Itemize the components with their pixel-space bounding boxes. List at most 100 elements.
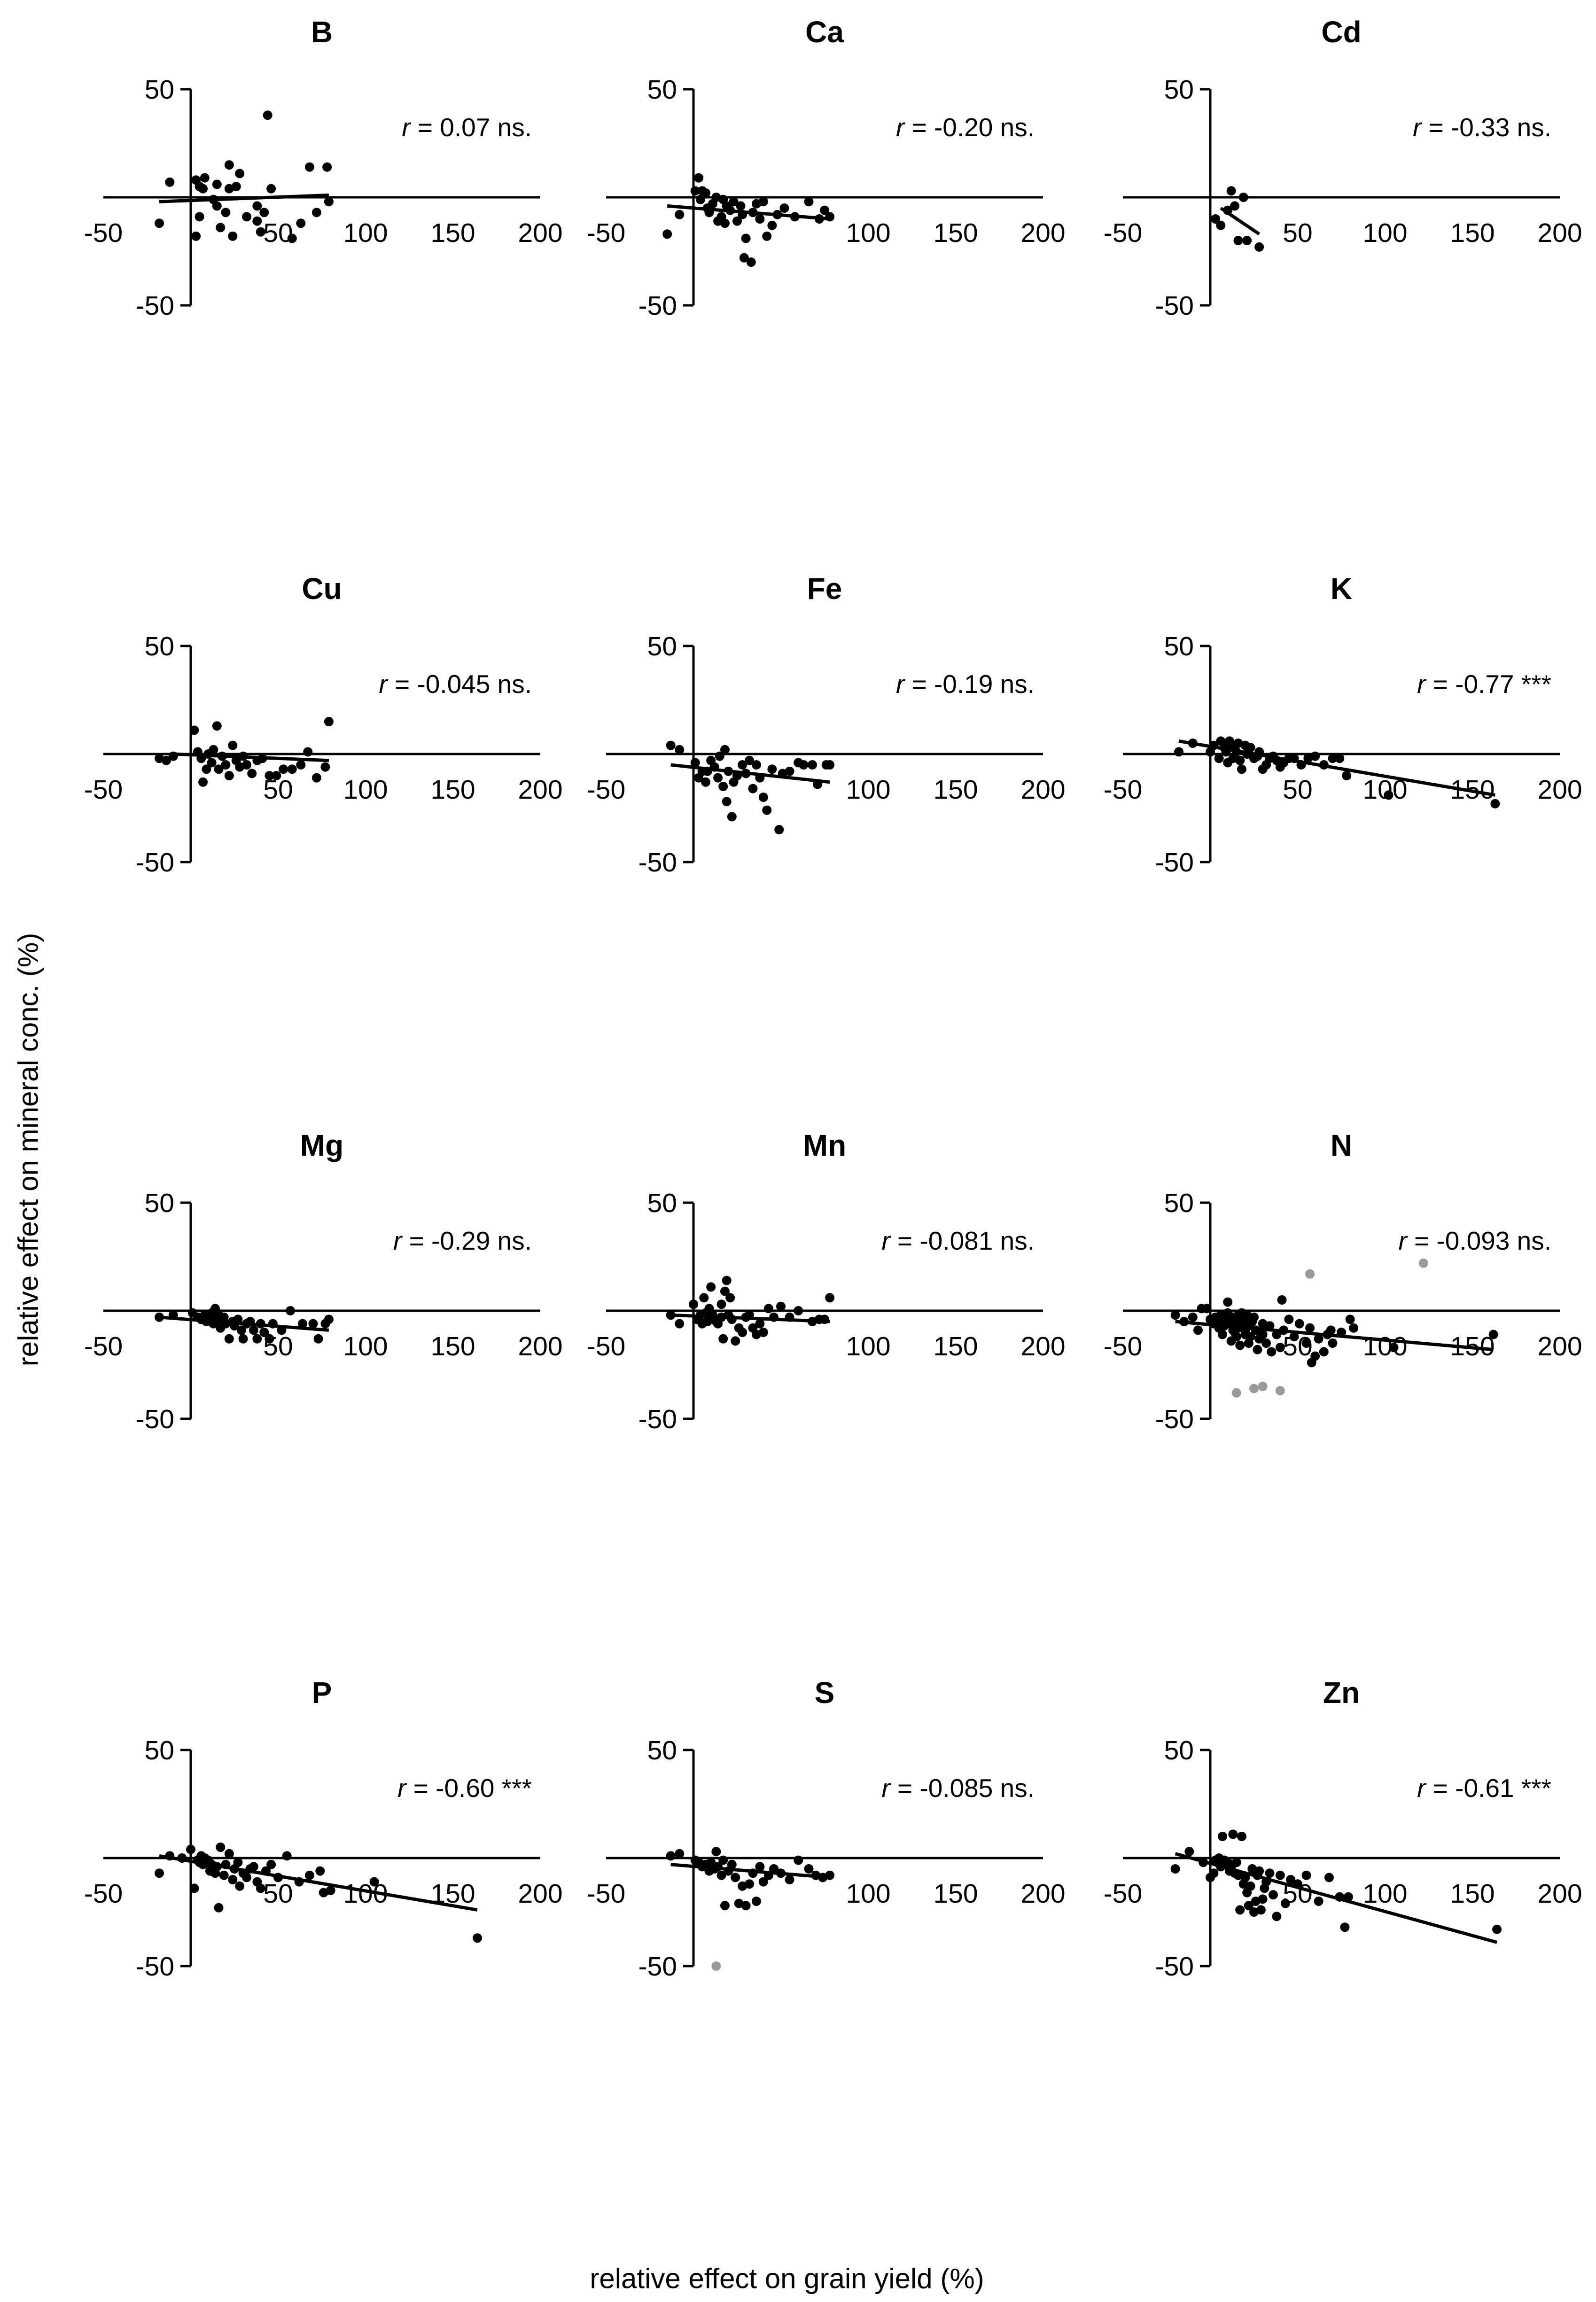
- data-point: [1349, 1323, 1359, 1333]
- r-symbol: r: [379, 669, 389, 699]
- data-point: [261, 1866, 271, 1876]
- data-point: [745, 1879, 755, 1889]
- data-point: [675, 1319, 685, 1329]
- data-point: [224, 771, 234, 780]
- x-tick-label: 100: [846, 1331, 890, 1361]
- data-point: [1233, 236, 1243, 245]
- data-point: [1389, 1343, 1399, 1353]
- data-point: [776, 1301, 786, 1311]
- data-point: [216, 1843, 226, 1852]
- data-point: [755, 1319, 765, 1329]
- data-point: [1253, 1345, 1262, 1354]
- data-point: [718, 1855, 728, 1865]
- data-point: [242, 1873, 252, 1882]
- r-symbol: r: [1398, 1226, 1408, 1255]
- data-point: [1265, 1868, 1275, 1878]
- data-point: [762, 231, 772, 241]
- data-point: [1335, 1892, 1345, 1902]
- data-point: [1275, 1870, 1285, 1880]
- r-value: = -0.29 ns.: [402, 1226, 532, 1255]
- data-point: [1492, 1924, 1502, 1934]
- data-point: [1223, 1297, 1233, 1307]
- data-point: [191, 231, 201, 241]
- data-point: [738, 1328, 747, 1337]
- data-point: [1314, 1897, 1324, 1906]
- y-tick-label: -50: [136, 291, 174, 321]
- panel-title: Zn: [1323, 1676, 1360, 1710]
- panel-title: N: [1331, 1128, 1352, 1162]
- data-point: [298, 1319, 308, 1329]
- data-point: [212, 721, 222, 731]
- r-annotation: r = -0.085 ns.: [881, 1773, 1035, 1803]
- data-point: [1226, 186, 1236, 196]
- data-point: [720, 745, 730, 754]
- panel-ca: Ca 50 -50 -50 100 150 200 r = -0.20 ns.: [587, 15, 1066, 321]
- data-point: [186, 1844, 195, 1854]
- data-point: [807, 760, 817, 770]
- r-value: = -0.77 ***: [1425, 669, 1551, 699]
- x-tick-label: -50: [1104, 218, 1142, 248]
- data-point: [746, 257, 756, 267]
- r-symbol: r: [397, 1773, 407, 1803]
- data-point: [794, 1306, 803, 1315]
- data-point: [252, 1334, 262, 1344]
- data-point: [720, 1286, 730, 1296]
- data-point: [1488, 1330, 1498, 1339]
- data-point: [238, 1334, 248, 1344]
- data-point: [268, 1319, 278, 1329]
- data-point: [257, 754, 267, 763]
- data-point: [212, 1862, 222, 1872]
- data-point: [1337, 1328, 1346, 1337]
- x-tick-label: -50: [587, 1879, 625, 1909]
- outlier-point: [1258, 1382, 1268, 1391]
- data-point: [1265, 1321, 1275, 1331]
- x-tick-label: 200: [1537, 1331, 1582, 1361]
- panel-title: P: [312, 1676, 332, 1710]
- data-point: [1310, 1351, 1320, 1361]
- data-point: [1384, 790, 1394, 800]
- data-point: [722, 1275, 732, 1285]
- data-point: [369, 1877, 379, 1887]
- data-point: [745, 755, 755, 765]
- data-point: [256, 227, 265, 237]
- data-point: [1188, 739, 1198, 748]
- data-point: [820, 1314, 829, 1324]
- data-point: [767, 220, 777, 230]
- data-point: [804, 1864, 814, 1874]
- x-tick-label: 150: [1450, 1879, 1495, 1909]
- data-point: [1275, 1343, 1285, 1353]
- y-tick-label: -50: [638, 1404, 677, 1434]
- data-point: [259, 208, 269, 218]
- data-point: [1170, 1864, 1180, 1874]
- data-point: [272, 771, 281, 780]
- data-point: [1277, 1295, 1287, 1305]
- data-point: [1261, 1877, 1271, 1887]
- data-point: [1254, 242, 1264, 252]
- data-point: [1284, 1314, 1294, 1324]
- data-point: [238, 751, 248, 761]
- data-point: [722, 797, 732, 807]
- data-point: [694, 173, 704, 183]
- data-point: [718, 1334, 728, 1344]
- data-point: [702, 766, 712, 776]
- data-point: [825, 1293, 835, 1303]
- x-tick-label: -50: [84, 218, 123, 248]
- r-value: = -0.081 ns.: [890, 1226, 1035, 1255]
- data-point: [741, 233, 751, 243]
- data-point: [1293, 1879, 1302, 1889]
- data-point: [690, 186, 700, 196]
- data-point: [1258, 1894, 1268, 1904]
- data-point: [263, 110, 272, 120]
- x-tick-label: 50: [1283, 775, 1312, 805]
- data-point: [763, 1870, 773, 1880]
- y-tick-label: -50: [1155, 848, 1194, 878]
- data-point: [1214, 754, 1224, 763]
- r-symbol: r: [393, 1226, 403, 1255]
- data-point: [748, 784, 758, 793]
- r-annotation: r = -0.33 ns.: [1413, 113, 1551, 142]
- r-symbol: r: [896, 113, 906, 142]
- data-point: [745, 1310, 755, 1320]
- data-point: [785, 1875, 794, 1884]
